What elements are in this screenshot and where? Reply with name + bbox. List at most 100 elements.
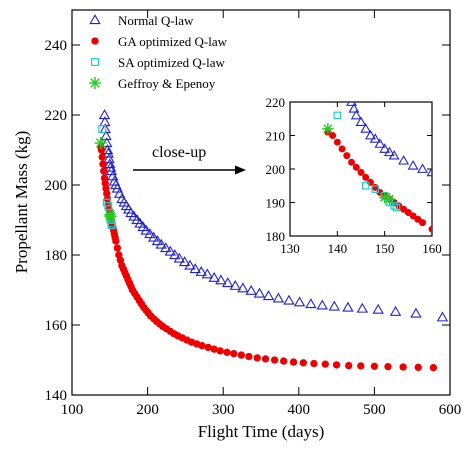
normal-q-law-point xyxy=(215,274,227,285)
normal-q-law-inset-point xyxy=(426,166,432,177)
ga-optimized-q-law-point xyxy=(97,146,106,154)
normal-q-law-point xyxy=(410,307,422,318)
normal-q-law-point xyxy=(104,158,116,169)
ga-optimized-q-law-inset-point xyxy=(333,138,341,146)
normal-q-law-inset-point xyxy=(383,146,395,157)
y-tick-label: 200 xyxy=(266,162,286,177)
x-tick-label: 140 xyxy=(328,241,348,256)
y-tick-label: 200 xyxy=(45,178,68,194)
normal-q-law-point xyxy=(372,303,384,314)
ga-optimized-q-law-point xyxy=(310,359,318,368)
ga-optimized-q-law-point xyxy=(299,359,308,367)
legend-label-ga-optimized-q-law: GA optimized Q-law xyxy=(118,34,228,49)
normal-q-law-point xyxy=(173,252,186,263)
ga-optimized-q-law-point xyxy=(198,341,206,350)
geffroy-epenoy-point xyxy=(103,208,116,221)
normal-q-law-point xyxy=(101,144,114,155)
legend-label-sa-optimized-q-law: SA optimized Q-law xyxy=(118,55,225,70)
ga-optimized-q-law-point xyxy=(230,350,238,358)
ga-optimized-q-law-point xyxy=(429,364,438,372)
normal-q-law-inset-point xyxy=(355,116,367,127)
ga-optimized-q-law-point xyxy=(414,363,422,372)
normal-q-law-point xyxy=(328,300,341,311)
normal-q-law-point xyxy=(144,228,156,239)
ga-optimized-q-law-inset-point xyxy=(362,173,370,181)
normal-q-law-point xyxy=(342,301,354,312)
normal-q-law-point xyxy=(237,282,249,293)
ga-optimized-q-law-point xyxy=(261,355,270,363)
sa-optimized-q-law-inset-point xyxy=(390,202,398,210)
normal-q-law-point xyxy=(283,294,295,305)
normal-q-law-point xyxy=(222,277,234,288)
normal-q-law-inset-point xyxy=(346,102,357,106)
ga-optimized-q-law-point xyxy=(245,352,253,361)
ga-optimized-q-law-inset-point xyxy=(357,168,365,176)
main-axis-ticks: 100 200 300 400 500 600 140 160 180 200 220 240 xyxy=(45,10,462,418)
normal-q-law-point xyxy=(293,296,306,307)
normal-q-law-inset-point xyxy=(398,155,410,165)
ga-optimized-q-law-inset-point xyxy=(428,225,432,233)
ga-optimized-q-law-inset-point xyxy=(338,145,346,153)
normal-q-law-point xyxy=(169,249,181,260)
normal-q-law-inset-point xyxy=(369,133,381,143)
normal-q-law-point xyxy=(201,268,214,279)
y-tick-label: 180 xyxy=(266,229,286,244)
normal-q-law-inset-point xyxy=(360,123,372,133)
x-tick-label: 150 xyxy=(375,241,395,256)
normal-q-law-point xyxy=(164,245,176,256)
normal-q-law-point xyxy=(103,152,115,163)
ga-optimized-q-law-inset-point xyxy=(419,219,427,227)
sa-optimized-q-law-inset-point xyxy=(361,181,370,190)
ga-optimized-q-law-point xyxy=(112,237,120,245)
normal-q-law-point xyxy=(262,290,275,301)
geffroy-epenoy-point xyxy=(104,210,117,223)
x-axis-title: Flight Time (days) xyxy=(198,422,325,441)
legend: Normal Q-law GA optimized Q-law SA optimiz… xyxy=(88,13,228,91)
ga-optimized-q-law-point xyxy=(253,354,261,362)
ga-optimized-q-law-point xyxy=(280,357,288,365)
ga-optimized-q-law-point xyxy=(289,358,298,366)
normal-q-law-point xyxy=(389,305,402,316)
normal-q-law-point xyxy=(316,299,328,310)
ga-optimized-q-law-point xyxy=(204,343,212,352)
ga-optimized-q-law-point xyxy=(113,244,122,252)
ga-optimized-q-law-point xyxy=(99,160,107,168)
ga-optimized-q-law-point xyxy=(100,167,108,175)
normal-q-law-point xyxy=(272,292,285,303)
normal-q-law-point xyxy=(245,284,257,295)
x-tick-label: 500 xyxy=(363,402,386,418)
normal-q-law-inset-point xyxy=(350,109,362,120)
normal-q-law-point xyxy=(195,265,207,276)
y-tick-label: 210 xyxy=(266,129,286,144)
normal-q-law-point xyxy=(356,302,369,313)
normal-q-law-inset-point xyxy=(365,129,376,140)
main-data-marks xyxy=(94,109,449,372)
ga-optimized-q-law-point xyxy=(321,360,329,368)
x-tick-label: 300 xyxy=(212,402,235,418)
normal-q-law-point xyxy=(305,298,317,309)
normal-q-law-point xyxy=(253,287,266,298)
normal-q-law-inset-point xyxy=(407,160,419,170)
y-tick-label: 140 xyxy=(45,388,68,404)
normal-q-law-inset-point xyxy=(348,103,360,113)
inset-data-marks xyxy=(322,102,432,233)
normal-q-law-point xyxy=(189,263,201,274)
ga-optimized-q-law-point xyxy=(370,362,379,370)
ga-optimized-q-law-inset-point xyxy=(343,152,351,160)
y-tick-label: 160 xyxy=(45,318,68,334)
ga-optimized-q-law-point xyxy=(357,362,365,370)
y-axis-title: Propellant Mass (kg) xyxy=(12,131,31,274)
normal-q-law-inset-point xyxy=(379,143,391,153)
annotation-close-up: close-up xyxy=(152,144,206,161)
ga-optimized-q-law-inset-point xyxy=(329,132,337,139)
x-tick-label: 200 xyxy=(136,402,159,418)
normal-q-law-inset-point xyxy=(417,163,428,173)
geffroy-epenoy-point xyxy=(94,136,107,150)
ga-optimized-q-law-point xyxy=(210,345,218,353)
geffroy-epenoy-inset-point xyxy=(322,123,334,135)
sa-optimized-q-law-inset-point xyxy=(333,111,342,120)
normal-q-law-point xyxy=(160,242,172,253)
x-tick-label: 600 xyxy=(439,402,462,418)
x-tick-label: 400 xyxy=(288,402,311,418)
